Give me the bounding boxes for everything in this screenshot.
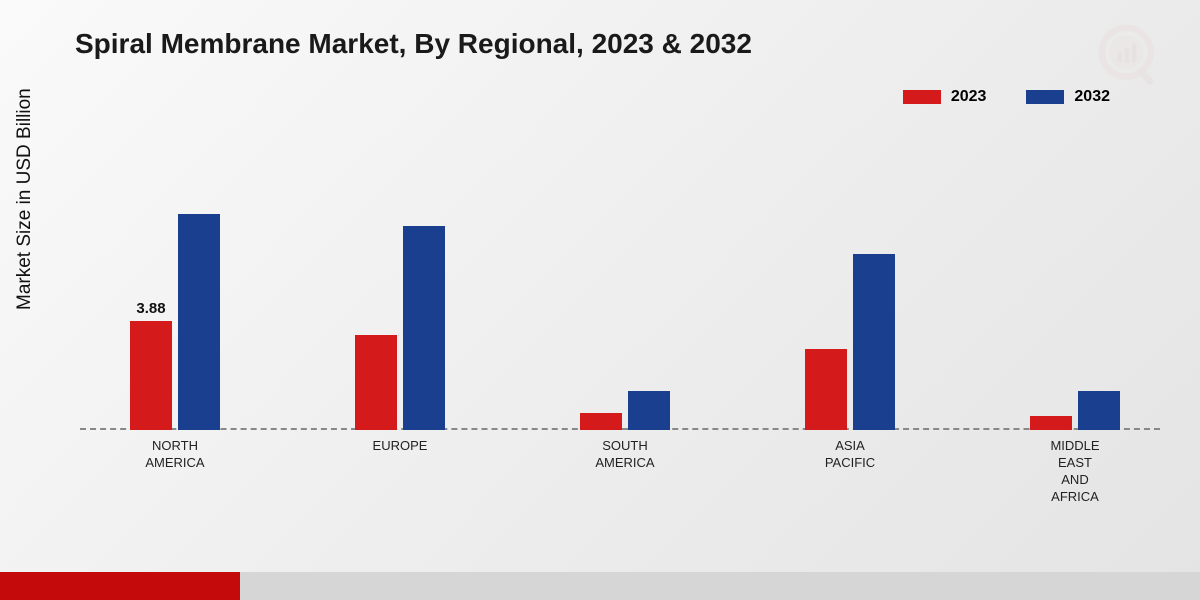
legend-item-2032: 2032 bbox=[1026, 88, 1110, 106]
plot-area: 3.88 bbox=[80, 150, 1160, 430]
x-axis-label: ASIAPACIFIC bbox=[780, 438, 920, 472]
legend-swatch-2023 bbox=[903, 90, 941, 104]
legend-label-2023: 2023 bbox=[951, 88, 987, 106]
footer-red bbox=[0, 572, 240, 600]
y-axis-label: Market Size in USD Billion bbox=[14, 88, 36, 310]
bar-2023 bbox=[355, 335, 397, 430]
legend-item-2023: 2023 bbox=[903, 88, 987, 106]
bar-2032 bbox=[1078, 391, 1120, 430]
bar-group bbox=[1030, 391, 1120, 430]
legend: 2023 2032 bbox=[903, 88, 1110, 106]
bar-2032 bbox=[628, 391, 670, 430]
x-axis-labels: NORTHAMERICA EUROPE SOUTHAMERICA ASIAPACIFI… bbox=[80, 438, 1160, 518]
bar-group bbox=[805, 254, 895, 430]
x-axis-label: SOUTHAMERICA bbox=[555, 438, 695, 472]
footer-grey bbox=[240, 572, 1200, 600]
chart-page: Spiral Membrane Market, By Regional, 202… bbox=[0, 0, 1200, 600]
legend-swatch-2032 bbox=[1026, 90, 1064, 104]
watermark-logo bbox=[1096, 22, 1168, 94]
bar-2032 bbox=[853, 254, 895, 430]
bar-2032 bbox=[403, 226, 445, 430]
bar-2023 bbox=[580, 413, 622, 430]
bar-group bbox=[355, 226, 445, 430]
x-axis-label: EUROPE bbox=[330, 438, 470, 455]
x-axis-label: MIDDLEEASTANDAFRICA bbox=[1005, 438, 1145, 506]
bar-group bbox=[130, 214, 220, 430]
bar-group bbox=[580, 391, 670, 430]
x-axis-label: NORTHAMERICA bbox=[105, 438, 245, 472]
bar-2023 bbox=[130, 321, 172, 430]
chart-title: Spiral Membrane Market, By Regional, 202… bbox=[75, 28, 752, 60]
bar-2032 bbox=[178, 214, 220, 430]
bar-2023 bbox=[1030, 416, 1072, 430]
bar-2023 bbox=[805, 349, 847, 430]
footer-band bbox=[0, 572, 1200, 600]
bar-value-label: 3.88 bbox=[136, 300, 165, 317]
legend-label-2032: 2032 bbox=[1074, 88, 1110, 106]
